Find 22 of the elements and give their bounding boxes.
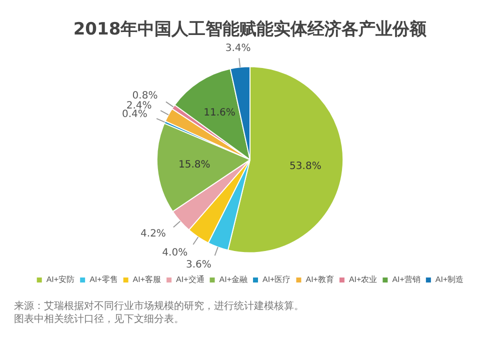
legend-label: AI+交通 [176, 275, 204, 284]
text: 图表中相关统计口径，见下文细分表。 [14, 313, 185, 326]
legend-label: AI+金融 [219, 275, 248, 284]
data-label: 4.2% [140, 228, 166, 240]
legend-label: AI+制造 [435, 275, 464, 284]
data-label: 15.8% [178, 160, 210, 171]
data-label: 3.6% [186, 260, 212, 270]
legend-label: AI+教育 [306, 275, 334, 284]
legend-label: AI+营销 [392, 275, 420, 284]
data-label: 11.6% [204, 108, 236, 119]
data-label: 53.8% [290, 160, 322, 172]
legend-label: AI+安防 [46, 275, 75, 284]
legend-label: AI+医疗 [262, 275, 291, 284]
data-label: 3.4% [225, 42, 251, 54]
source-note: 来源：艾瑞根据对不同行业市场规模的研究，进行统计建模核算。 [14, 300, 304, 313]
data-label: 4.0% [162, 247, 188, 258]
legend-label: AI+零售 [90, 275, 118, 284]
legend-label: AI+农业 [348, 275, 378, 284]
chart-title: 2018年中国人工智能赋能实体经济各产业份额 [73, 20, 428, 40]
data-label: 0.8% [132, 90, 158, 102]
legend-label: AI+客服 [132, 275, 162, 284]
data-label: 0.4% [122, 109, 148, 120]
